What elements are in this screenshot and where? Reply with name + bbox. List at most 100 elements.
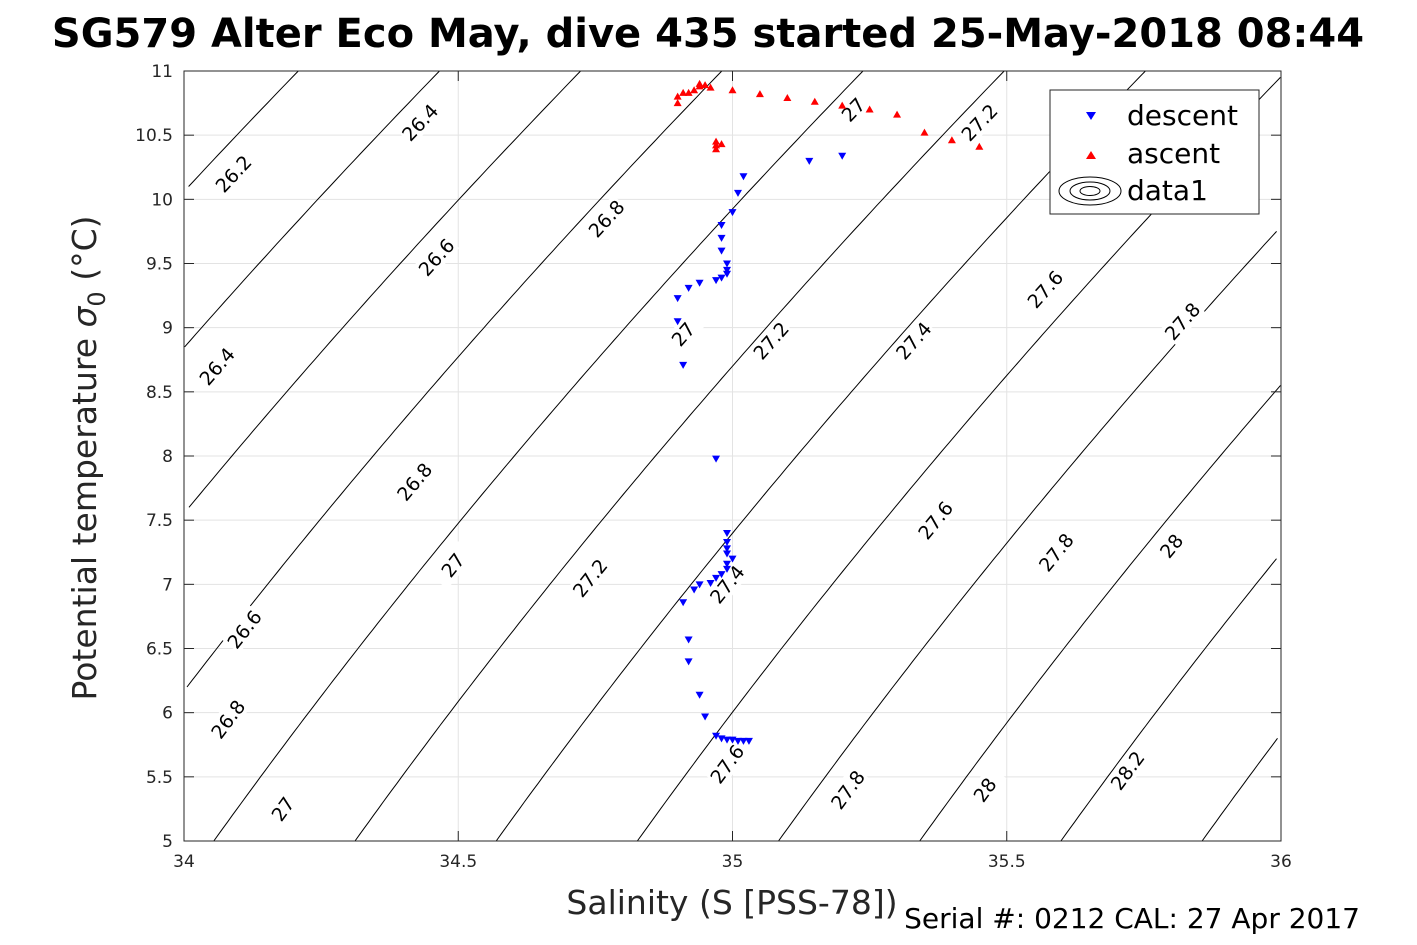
descent-point (723, 545, 732, 553)
x-tick-label: 34 (173, 852, 195, 872)
ascent-point (783, 93, 792, 101)
descent-point (723, 736, 732, 744)
x-tick-label: 36 (1270, 852, 1292, 872)
y-tick-label: 8.5 (146, 383, 173, 403)
density-contour-line (188, 70, 581, 508)
density-contour-line (186, 70, 723, 688)
descent-point (679, 599, 688, 607)
descent-point (739, 173, 748, 181)
descent-point (717, 571, 726, 579)
contour-label-background (748, 316, 794, 365)
contour-label-background (890, 316, 937, 365)
descent-point (712, 574, 721, 582)
x-tick-label: 34.5 (439, 852, 477, 872)
ascent-point (673, 92, 682, 100)
ascent-point (695, 79, 704, 87)
descent-point (805, 157, 814, 165)
legend-data1-label: data1 (1127, 174, 1208, 207)
ascent-point (893, 110, 902, 118)
ascent-point (706, 83, 715, 91)
y-tick-label: 9.5 (146, 255, 173, 275)
descent-point (723, 550, 732, 558)
descent-point (838, 152, 847, 160)
y-tick-label: 10 (151, 190, 173, 210)
contour-label-background (1148, 521, 1194, 570)
y-axis-label-symbol: σ (65, 306, 104, 328)
legend: descent ascent data1 (1049, 89, 1260, 215)
ascent-point (684, 88, 693, 96)
ascent-point (947, 136, 956, 144)
ascent-point (810, 97, 819, 105)
descent-point (723, 260, 732, 268)
serial-calibration-footer: Serial #: 0212 CAL: 27 Apr 2017 (904, 902, 1360, 935)
x-axis-label: Salinity (S [PSS-78]) (566, 883, 897, 922)
y-tick-label: 7.5 (146, 511, 173, 531)
contour-label-background (222, 605, 267, 654)
contour-label-background (660, 310, 706, 358)
descent-point (723, 560, 732, 568)
y-tick-label: 5 (162, 832, 173, 852)
descent-point (728, 555, 737, 563)
ascent-point (673, 99, 682, 107)
legend-ascent-label: ascent (1127, 137, 1220, 170)
contour-label-background (1033, 528, 1079, 577)
descent-point (684, 636, 693, 644)
descent-point (723, 270, 732, 278)
contour-label-background (705, 739, 749, 789)
contour-label-background (205, 694, 250, 744)
descent-point (723, 530, 732, 537)
legend-data1-contour-icon (1058, 176, 1122, 206)
descent-point (684, 658, 693, 666)
y-axis-label: Potential temperature σ0 (°C) (65, 216, 111, 701)
descent-point (695, 279, 704, 287)
y-axis-label-subscript: 0 (83, 291, 111, 306)
contour-label-background (210, 150, 257, 198)
contour-label-background (1105, 746, 1150, 795)
density-contour-line (495, 70, 1146, 842)
descent-point (717, 274, 726, 282)
descent-point (673, 318, 682, 326)
density-contour-line (184, 70, 440, 348)
ascent-point (975, 142, 984, 150)
descent-point (695, 691, 704, 699)
ascent-point (838, 101, 847, 109)
descent-point (695, 581, 704, 589)
ascent-point (701, 81, 710, 89)
contour-label-background (912, 496, 958, 545)
contour-label-background (260, 784, 305, 834)
x-tick-label: 35.5 (988, 852, 1026, 872)
descent-point (712, 277, 721, 285)
y-tick-label: 5.5 (146, 768, 173, 788)
descent-point (723, 538, 732, 546)
density-contour-line (1201, 738, 1278, 842)
contour-label-background (567, 553, 613, 602)
y-tick-label: 10.5 (135, 126, 173, 146)
descent-point (744, 737, 753, 745)
y-tick-label: 9 (162, 319, 173, 339)
contour-label-background (583, 194, 630, 243)
y-tick-label: 8 (162, 447, 173, 467)
y-tick-label: 11 (151, 62, 173, 82)
descent-point (712, 455, 721, 463)
ascent-point (712, 137, 721, 145)
x-axis-ticks: 34 34.5 35 35.5 36 (173, 71, 1292, 872)
descent-point (717, 222, 726, 229)
contour-label-background (956, 98, 1003, 146)
contour-label-background (396, 98, 444, 146)
descent-point (717, 247, 726, 255)
density-contour-line (1060, 558, 1277, 842)
contour-label-background (391, 457, 437, 506)
descent-point (690, 586, 699, 594)
contour-label-background (1159, 297, 1206, 346)
density-contour-line (354, 70, 1005, 842)
descent-point (739, 737, 748, 745)
descent-point (706, 580, 715, 588)
contour-label-background (1022, 265, 1068, 313)
descent-point (684, 284, 693, 292)
descent-point (712, 732, 721, 740)
ascent-point (755, 90, 764, 98)
ascent-point (712, 145, 721, 153)
descent-point (733, 737, 742, 745)
legend-descent-marker (1086, 112, 1096, 120)
